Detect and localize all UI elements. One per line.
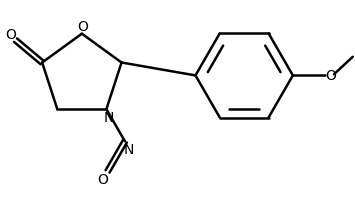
Text: O: O (98, 172, 108, 186)
Text: O: O (5, 28, 16, 42)
Text: N: N (123, 142, 133, 156)
Text: O: O (78, 19, 88, 33)
Text: O: O (325, 69, 336, 83)
Text: N: N (104, 110, 114, 124)
